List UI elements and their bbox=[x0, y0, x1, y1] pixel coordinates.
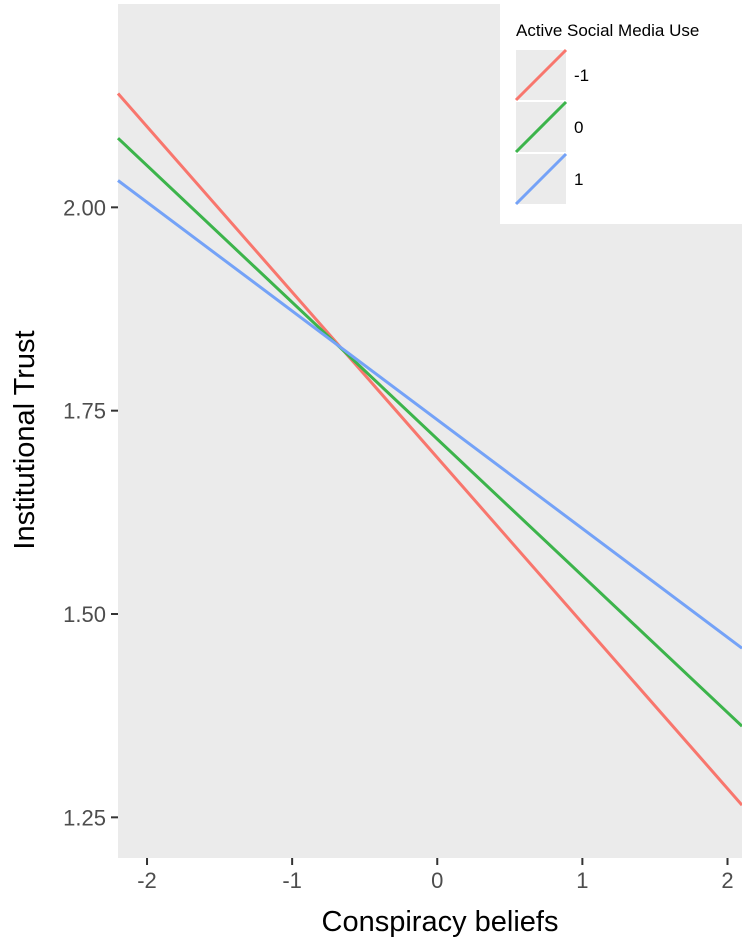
x-tick-label: -2 bbox=[137, 868, 157, 893]
x-tick-label: 2 bbox=[721, 868, 733, 893]
series-line-2 bbox=[117, 179, 742, 650]
series-line-0 bbox=[116, 92, 742, 807]
series-layer bbox=[116, 92, 742, 807]
y-axis-title: Institutional Trust bbox=[9, 330, 41, 549]
legend-key-line bbox=[514, 100, 568, 154]
y-tick-label: 2.00 bbox=[63, 195, 106, 220]
x-axis-title: Conspiracy beliefs bbox=[322, 906, 559, 938]
legend-label: -1 bbox=[574, 66, 589, 85]
y-axis: 1.25 1.50 1.75 2.00 bbox=[63, 195, 118, 830]
x-tick-label: 0 bbox=[431, 868, 443, 893]
x-axis: -2 -1 0 1 2 bbox=[137, 858, 734, 893]
y-tick-label: 1.75 bbox=[63, 399, 106, 424]
x-tick-label: -1 bbox=[282, 868, 302, 893]
x-tick-label: 1 bbox=[576, 868, 588, 893]
y-tick-label: 1.50 bbox=[63, 602, 106, 627]
legend-title: Active Social Media Use bbox=[516, 21, 699, 40]
legend-label: 1 bbox=[574, 170, 583, 189]
legend-key-line bbox=[514, 152, 568, 206]
series-line-1 bbox=[116, 137, 742, 728]
legend: Active Social Media Use -1 0 1 bbox=[500, 4, 742, 224]
y-tick-label: 1.25 bbox=[63, 805, 106, 830]
legend-items: -1 0 1 bbox=[514, 48, 589, 206]
legend-label: 0 bbox=[574, 118, 583, 137]
legend-key-line bbox=[514, 48, 568, 102]
